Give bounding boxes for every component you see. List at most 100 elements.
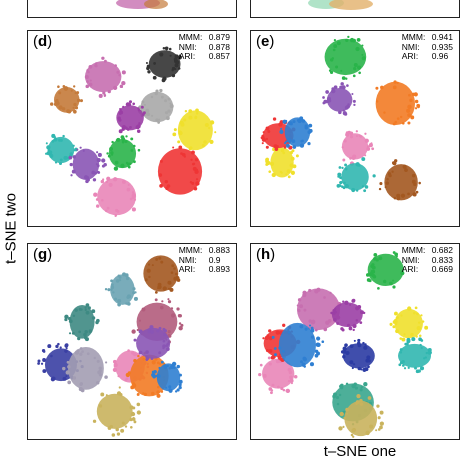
- scatter-point: [96, 158, 101, 163]
- scatter-point: [159, 159, 163, 163]
- scatter-point: [175, 60, 180, 65]
- scatter-point: [190, 150, 195, 155]
- scatter-point: [341, 85, 346, 90]
- metric-value: 0.9: [208, 254, 221, 265]
- panel-d: (d) MMM: 0.879 NMI: 0.878 ARI: 0.857: [27, 30, 237, 227]
- scatter-point: [169, 287, 174, 292]
- scatter-point: [342, 346, 347, 351]
- cluster-5: [398, 337, 432, 374]
- scatter-point: [297, 298, 302, 302]
- scatter-point: [379, 410, 384, 415]
- scatter-point: [349, 135, 354, 139]
- scatter-point: [323, 296, 326, 299]
- scatter-point: [183, 155, 186, 158]
- scatter-point: [164, 179, 169, 184]
- metric-value: 0.893: [208, 264, 230, 274]
- scatter-point: [189, 146, 193, 150]
- scatter-point: [407, 192, 410, 196]
- scatter-point: [287, 367, 292, 372]
- scatter-point: [344, 163, 348, 167]
- panel-d-label: (d): [33, 33, 53, 50]
- scatter-point: [74, 308, 78, 312]
- scatter-point: [297, 309, 301, 313]
- x-axis-label: t–SNE one: [323, 443, 397, 460]
- scatter-point: [359, 402, 364, 406]
- scatter-point: [95, 163, 98, 166]
- scatter-point: [350, 433, 354, 437]
- scatter-point: [410, 115, 415, 120]
- scatter-point: [214, 131, 217, 134]
- scatter-point: [42, 350, 46, 353]
- scatter-point: [124, 273, 129, 278]
- scatter-point: [421, 320, 425, 323]
- scatter-point: [124, 425, 128, 428]
- scatter-point: [351, 93, 354, 96]
- scatter-point: [118, 111, 122, 115]
- scatter-point: [110, 153, 114, 156]
- scatter-point: [127, 183, 130, 187]
- scatter-point: [346, 412, 349, 415]
- scatter-point: [419, 343, 422, 347]
- scatter-point: [138, 329, 143, 334]
- scatter-point: [345, 132, 350, 137]
- scatter-point: [183, 118, 187, 122]
- scatter-point: [173, 128, 177, 132]
- scatter-point: [342, 109, 345, 112]
- scatter-point: [209, 120, 215, 125]
- cluster-1: [104, 272, 138, 307]
- scatter-point: [160, 260, 164, 264]
- scatter-point: [342, 425, 345, 428]
- cluster-3: [375, 80, 421, 126]
- scatter-point: [76, 148, 79, 151]
- scatter-point: [262, 373, 267, 378]
- scatter-point: [184, 109, 188, 113]
- scatter-point: [375, 429, 378, 432]
- scatter-point: [179, 130, 182, 133]
- scatter-point: [159, 183, 163, 188]
- scatter-point: [54, 161, 58, 164]
- scatter-point: [156, 374, 161, 379]
- panel-d-metrics: MMM: 0.879 NMI: 0.878 ARI: 0.857: [179, 32, 230, 62]
- scatter-point: [209, 139, 214, 144]
- scatter-point: [126, 301, 131, 306]
- scatter-point: [115, 208, 119, 213]
- scatter-point: [333, 85, 338, 90]
- cluster-2: [50, 84, 83, 114]
- scatter-point: [310, 320, 315, 325]
- cluster-blob: [375, 81, 416, 126]
- scatter-point: [174, 67, 177, 71]
- scatter-point: [338, 166, 342, 169]
- scatter-point: [102, 91, 106, 95]
- scatter-point: [328, 99, 332, 103]
- cluster-7: [265, 144, 299, 179]
- scatter-point: [338, 426, 343, 431]
- scatter-point: [165, 116, 170, 121]
- scatter-point: [316, 336, 321, 341]
- scatter-point: [293, 374, 298, 379]
- scatter-point: [132, 102, 136, 106]
- panel-d-plot: [45, 46, 217, 217]
- scatter-point: [129, 197, 133, 201]
- scatter-point: [157, 385, 160, 389]
- cluster-9: [172, 108, 217, 151]
- scatter-point: [98, 373, 103, 377]
- scatter-point: [88, 82, 93, 87]
- scatter-point: [171, 264, 175, 268]
- scatter-point: [343, 416, 347, 420]
- scatter-point: [114, 64, 117, 67]
- scatter-point: [282, 119, 287, 124]
- scatter-point: [401, 337, 406, 342]
- scatter-point: [402, 364, 405, 367]
- scatter-point: [94, 64, 97, 67]
- scatter-point: [356, 37, 361, 42]
- scatter-point: [308, 123, 313, 128]
- scatter-point: [148, 275, 151, 279]
- scatter-point: [268, 329, 272, 333]
- scatter-point: [65, 156, 69, 160]
- scatter-point: [66, 360, 70, 364]
- metric-value: 0.682: [431, 245, 453, 255]
- scatter-point: [95, 198, 99, 201]
- scatter-point: [142, 113, 145, 116]
- scatter-point: [342, 158, 346, 162]
- scatter-point: [322, 96, 325, 99]
